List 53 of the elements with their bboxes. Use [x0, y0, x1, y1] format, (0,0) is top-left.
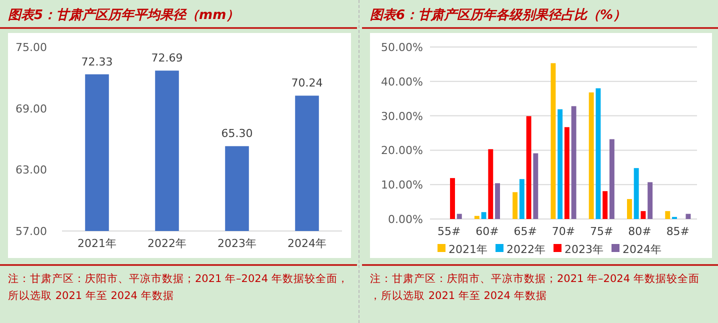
bar	[550, 63, 556, 219]
text: 注：甘肃产区：庆阳市、平凉市数据；2021 年–2024 年数据较全面，所以选取 2021 年至 2024 年数据	[370, 272, 700, 302]
x-tick-label: 2022年	[148, 237, 186, 250]
x-tick-label: 2023年	[218, 237, 256, 250]
x-tick-label: 65#	[514, 225, 537, 238]
y-tick-label: 63.00	[16, 164, 47, 177]
bar	[571, 106, 576, 219]
bar	[609, 139, 614, 219]
x-tick-label: 85#	[666, 225, 690, 238]
y-tick-label: 50.00%	[381, 41, 423, 54]
x-tick-label: 70#	[552, 225, 576, 238]
x-tick-label: 60#	[476, 225, 499, 238]
x-tick-label: 75#	[590, 225, 614, 238]
bar	[481, 212, 486, 219]
y-tick-label: 57.00	[16, 225, 47, 238]
y-tick-label: 75.00	[16, 41, 47, 54]
bar	[533, 153, 538, 219]
bar	[665, 211, 670, 219]
bar	[488, 149, 494, 219]
bar	[596, 88, 601, 219]
text: 注：甘肃产区：庆阳市、平凉市数据；2021 年–2024 年数据较全面，所以选取 2021 年至 2024 年数据	[8, 272, 348, 302]
bar	[495, 183, 500, 219]
x-tick-label: 80#	[628, 225, 652, 238]
bar	[634, 168, 639, 219]
bar	[588, 92, 594, 219]
y-tick-label: 20.00%	[381, 144, 423, 158]
bar	[564, 127, 570, 219]
data-label: 72.33	[81, 55, 113, 68]
data-label: 72.69	[151, 52, 183, 65]
chart-title: 图表5：甘肃产区历年平均果径（mm）	[8, 7, 240, 23]
bar	[648, 182, 653, 219]
y-tick-label: 40.00%	[381, 75, 423, 88]
bar	[686, 214, 691, 219]
bar	[558, 109, 563, 219]
y-tick-label: 10.00%	[381, 178, 423, 192]
bar	[512, 192, 518, 219]
bar	[602, 191, 608, 219]
y-tick-label: 30.00%	[381, 110, 423, 123]
bar	[627, 199, 632, 219]
data-label: 65.30	[221, 127, 253, 140]
x-tick-label: 2024年	[288, 237, 326, 250]
bar	[640, 211, 646, 219]
y-tick-label: 0.00%	[388, 213, 423, 226]
bar	[456, 214, 462, 219]
bar	[526, 116, 532, 219]
bar	[474, 216, 480, 219]
bar	[450, 178, 455, 219]
data-label: 70.24	[291, 76, 323, 90]
x-tick-label: 55#	[437, 225, 461, 238]
y-tick-label: 69.00	[16, 102, 47, 116]
chart-title: 图表6：甘肃产区历年各级别果径占比（%）	[370, 7, 626, 23]
x-tick-label: 2021年	[78, 237, 116, 250]
bar	[519, 179, 524, 219]
